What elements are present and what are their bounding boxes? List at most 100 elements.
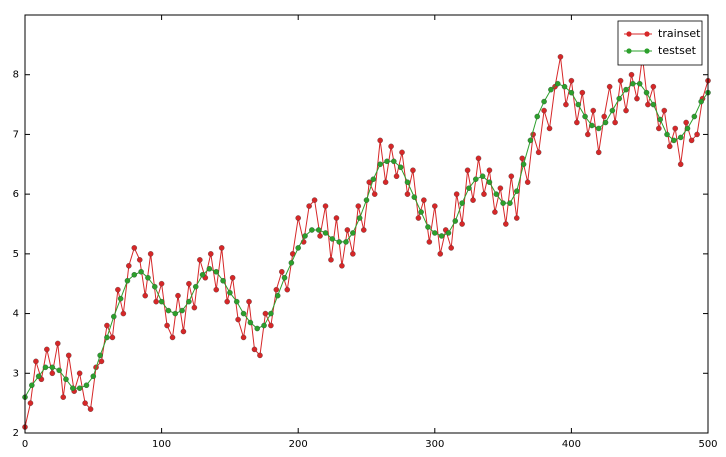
point — [179, 307, 185, 314]
point — [63, 376, 69, 383]
point — [131, 245, 138, 251]
point — [684, 125, 691, 132]
point — [601, 113, 607, 120]
point — [466, 185, 472, 191]
point — [33, 358, 39, 365]
point — [479, 173, 486, 179]
point — [344, 227, 351, 233]
point — [452, 218, 459, 224]
legend-marker — [644, 48, 650, 54]
point — [180, 328, 187, 335]
point — [56, 367, 62, 374]
point — [288, 260, 295, 266]
point — [486, 179, 493, 185]
point — [126, 263, 132, 269]
point — [563, 101, 569, 108]
point — [595, 125, 602, 132]
point — [617, 77, 624, 84]
point — [548, 86, 554, 93]
point — [152, 283, 158, 290]
point — [475, 155, 482, 162]
point — [120, 310, 127, 317]
point — [464, 167, 471, 174]
point — [111, 313, 117, 320]
point — [339, 263, 345, 269]
point — [671, 137, 677, 144]
legend-label: testset — [658, 44, 697, 57]
point — [585, 131, 591, 138]
point — [609, 107, 616, 114]
point — [557, 54, 564, 60]
point — [595, 149, 602, 156]
y-tick-label: 6 — [13, 189, 19, 200]
point — [333, 215, 340, 221]
point — [343, 239, 349, 245]
point — [213, 286, 219, 293]
point — [328, 257, 334, 263]
x-tick-label: 200 — [289, 439, 308, 450]
point — [492, 209, 498, 215]
point — [145, 274, 151, 281]
point — [643, 89, 650, 96]
point — [657, 116, 663, 123]
point — [520, 161, 527, 168]
point — [507, 200, 513, 206]
point — [574, 119, 580, 126]
point — [262, 310, 269, 317]
point — [246, 298, 252, 305]
point — [554, 80, 561, 87]
point — [399, 149, 405, 156]
point — [645, 101, 651, 108]
point — [274, 292, 281, 299]
point — [453, 191, 460, 197]
point — [261, 322, 267, 329]
point — [104, 322, 110, 329]
point — [138, 269, 144, 275]
y-tick-label: 7 — [13, 129, 19, 140]
point — [284, 286, 291, 293]
point — [486, 167, 493, 174]
point — [650, 83, 657, 90]
point — [634, 95, 640, 102]
point — [186, 298, 192, 305]
point — [268, 322, 274, 329]
point — [251, 346, 258, 353]
point — [281, 274, 288, 281]
point — [382, 179, 389, 185]
point — [49, 370, 56, 377]
point — [273, 286, 280, 293]
point — [672, 125, 678, 132]
legend-label: trainset — [658, 27, 701, 40]
point — [623, 86, 629, 93]
point — [404, 191, 411, 197]
point — [136, 257, 143, 263]
point — [397, 164, 404, 171]
point — [415, 215, 422, 221]
point — [172, 310, 179, 317]
point — [426, 239, 433, 245]
point — [191, 304, 198, 311]
point — [534, 113, 541, 120]
point — [661, 107, 668, 114]
point — [497, 185, 504, 191]
point — [582, 113, 588, 120]
point — [503, 221, 509, 227]
legend-marker — [626, 31, 632, 37]
point — [165, 307, 172, 314]
point — [29, 382, 35, 388]
point — [590, 107, 597, 114]
point — [411, 194, 418, 200]
point — [493, 191, 500, 197]
point — [568, 89, 575, 96]
point — [448, 245, 454, 251]
point — [117, 295, 124, 302]
point — [97, 352, 103, 359]
point — [98, 358, 105, 365]
point — [295, 215, 301, 221]
point — [355, 203, 362, 209]
point — [698, 98, 704, 105]
point — [224, 298, 230, 305]
point — [169, 334, 176, 341]
point — [83, 382, 90, 388]
point — [432, 230, 438, 236]
